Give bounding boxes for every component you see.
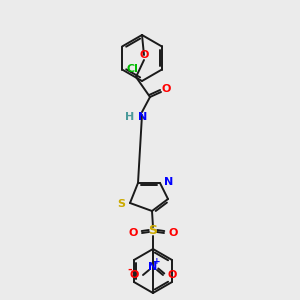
Text: +: + — [153, 257, 161, 266]
Text: N: N — [138, 112, 147, 122]
Text: O: O — [161, 84, 171, 94]
Text: S: S — [117, 199, 125, 209]
Text: S: S — [148, 224, 158, 238]
Text: H: H — [125, 112, 134, 122]
Text: O: O — [128, 228, 138, 238]
Text: O: O — [129, 270, 139, 280]
Text: -: - — [128, 265, 132, 275]
Text: O: O — [168, 228, 178, 238]
Text: N: N — [148, 262, 158, 272]
Text: O: O — [167, 270, 177, 280]
Text: Cl: Cl — [126, 64, 138, 74]
Text: O: O — [139, 50, 149, 60]
Text: N: N — [164, 177, 173, 187]
